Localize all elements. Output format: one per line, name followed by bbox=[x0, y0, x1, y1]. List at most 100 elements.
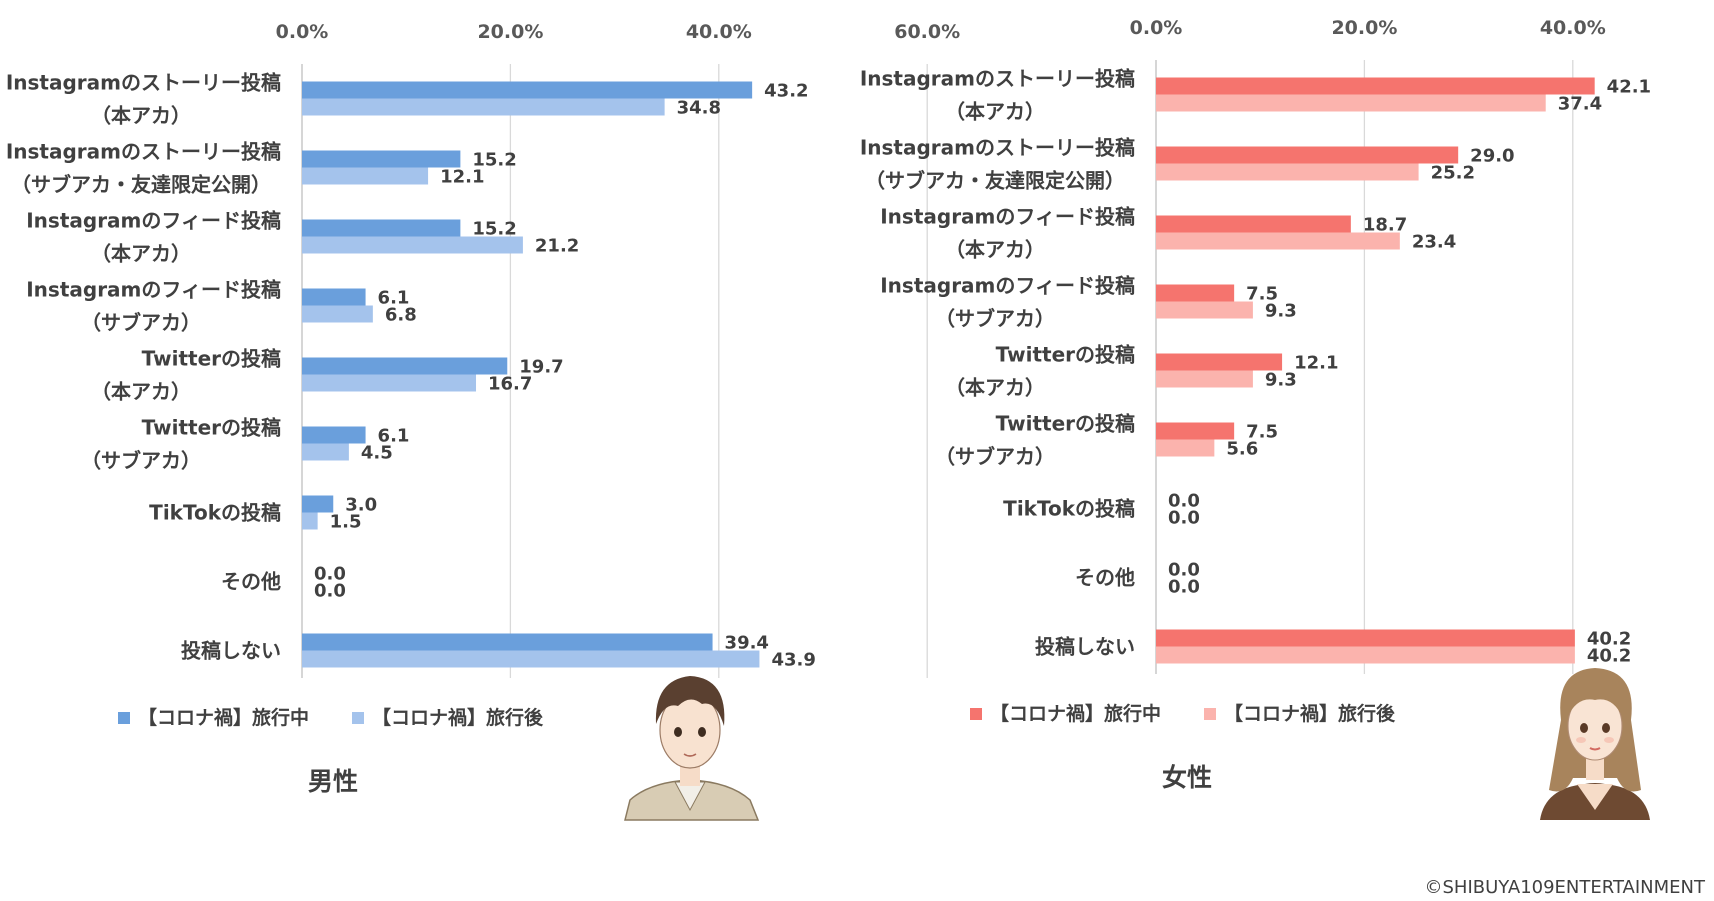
data-label: 42.1 bbox=[1607, 77, 1651, 98]
data-label: 7.5 bbox=[1246, 284, 1278, 305]
bar bbox=[302, 512, 318, 530]
male-avatar-illustration bbox=[624, 676, 760, 821]
legend-swatch bbox=[970, 708, 982, 720]
category-label: Twitterの投稿 bbox=[996, 343, 1135, 367]
bar bbox=[302, 167, 429, 185]
data-label: 9.3 bbox=[1265, 370, 1297, 391]
category-label: （本アカ） bbox=[945, 376, 1045, 400]
legend-label: 【コロナ禍】旅行後 bbox=[1224, 702, 1396, 725]
data-label: 43.2 bbox=[764, 81, 808, 102]
bar bbox=[302, 374, 477, 392]
legend-label: 【コロナ禍】旅行中 bbox=[990, 702, 1161, 725]
bar bbox=[1156, 646, 1575, 664]
bar bbox=[1156, 353, 1283, 371]
x-tick-label: 0.0% bbox=[1130, 17, 1183, 39]
panel-title: 男性 bbox=[308, 767, 358, 796]
category-label: （本アカ） bbox=[91, 242, 191, 266]
legend-label: 【コロナ禍】旅行中 bbox=[138, 706, 309, 729]
category-label: TikTokの投稿 bbox=[1003, 497, 1135, 521]
data-label: 15.2 bbox=[472, 219, 516, 240]
bar bbox=[1156, 215, 1351, 233]
category-label: （本アカ） bbox=[945, 100, 1045, 124]
data-label: 6.1 bbox=[378, 426, 410, 447]
bar bbox=[302, 650, 760, 668]
bar bbox=[302, 443, 349, 461]
bar bbox=[302, 426, 366, 444]
category-label: Instagramのストーリー投稿 bbox=[6, 71, 281, 95]
bar bbox=[302, 236, 523, 254]
bar bbox=[302, 98, 665, 116]
data-label: 1.5 bbox=[330, 512, 362, 533]
bar bbox=[1156, 146, 1459, 164]
data-label: 25.2 bbox=[1431, 163, 1475, 184]
data-label: 12.1 bbox=[1294, 353, 1338, 374]
legend-swatch bbox=[118, 712, 130, 724]
x-tick-label: 40.0% bbox=[1540, 17, 1606, 39]
category-label: Twitterの投稿 bbox=[996, 412, 1135, 436]
category-label: （サブアカ・友達限定公開） bbox=[11, 173, 271, 197]
category-label: （本アカ） bbox=[91, 380, 191, 404]
x-tick-label: 0.0% bbox=[276, 21, 329, 43]
data-label: 6.1 bbox=[378, 288, 410, 309]
data-label: 6.8 bbox=[385, 305, 417, 326]
category-label: 投稿しない bbox=[1035, 635, 1135, 659]
data-label: 0.0 bbox=[314, 564, 346, 585]
bar bbox=[1156, 163, 1419, 181]
category-label: TikTokの投稿 bbox=[149, 501, 281, 525]
category-label: （本アカ） bbox=[945, 238, 1045, 262]
data-label: 0.0 bbox=[1168, 577, 1200, 598]
bar bbox=[302, 150, 461, 168]
data-label: 16.7 bbox=[488, 374, 532, 395]
category-label: （サブアカ） bbox=[935, 307, 1055, 331]
category-label: Instagramのストーリー投稿 bbox=[860, 136, 1135, 160]
data-label: 5.6 bbox=[1226, 439, 1258, 460]
bar bbox=[1156, 232, 1400, 250]
category-label: （サブアカ） bbox=[81, 311, 201, 335]
bar bbox=[302, 495, 334, 513]
bar bbox=[1156, 629, 1575, 647]
x-tick-label: 40.0% bbox=[686, 21, 752, 43]
x-tick-label: 20.0% bbox=[1331, 17, 1397, 39]
category-label: （サブアカ） bbox=[935, 445, 1055, 469]
bar bbox=[1156, 284, 1235, 302]
category-label: 投稿しない bbox=[181, 639, 281, 663]
data-label: 0.0 bbox=[1168, 508, 1200, 529]
bar bbox=[302, 633, 713, 651]
female-avatar-illustration bbox=[1540, 668, 1650, 820]
category-label: Instagramのフィード投稿 bbox=[880, 205, 1135, 229]
data-label: 0.0 bbox=[1168, 560, 1200, 581]
legend-swatch bbox=[352, 712, 364, 724]
bar bbox=[302, 219, 461, 237]
data-label: 21.2 bbox=[535, 236, 579, 257]
data-label: 4.5 bbox=[361, 443, 393, 464]
x-tick-label: 20.0% bbox=[477, 21, 543, 43]
data-label: 34.8 bbox=[677, 98, 721, 119]
category-label: （本アカ） bbox=[91, 104, 191, 128]
data-label: 37.4 bbox=[1558, 94, 1602, 115]
data-label: 43.9 bbox=[771, 650, 815, 671]
category-label: （サブアカ・友達限定公開） bbox=[865, 169, 1125, 193]
bar bbox=[1156, 422, 1235, 440]
data-label: 18.7 bbox=[1363, 215, 1407, 236]
data-label: 40.2 bbox=[1587, 646, 1631, 667]
bar bbox=[1156, 370, 1253, 388]
data-label: 39.4 bbox=[725, 633, 769, 654]
data-label: 0.0 bbox=[314, 581, 346, 602]
bar bbox=[1156, 439, 1215, 457]
data-label: 40.2 bbox=[1587, 629, 1631, 650]
data-label: 19.7 bbox=[519, 357, 563, 378]
chart-male: 0.0% 20.0% 40.0% 60.0% 43.2 34.8 Instagramのストー… bbox=[6, 21, 960, 796]
category-label: その他 bbox=[221, 570, 281, 594]
data-label: 15.2 bbox=[472, 150, 516, 171]
category-label: その他 bbox=[1075, 566, 1135, 590]
data-label: 29.0 bbox=[1470, 146, 1514, 167]
bar bbox=[1156, 94, 1546, 112]
category-label: Instagramのフィード投稿 bbox=[880, 274, 1135, 298]
chart-female: 0.0% 20.0% 40.0% 60.0% 42.137.4 Instagramのストー… bbox=[860, 17, 1651, 792]
bar bbox=[1156, 301, 1253, 319]
bar bbox=[1156, 77, 1595, 95]
category-label: （サブアカ） bbox=[81, 449, 201, 473]
data-label: 12.1 bbox=[440, 167, 484, 188]
category-label: Instagramのストーリー投稿 bbox=[6, 140, 281, 164]
